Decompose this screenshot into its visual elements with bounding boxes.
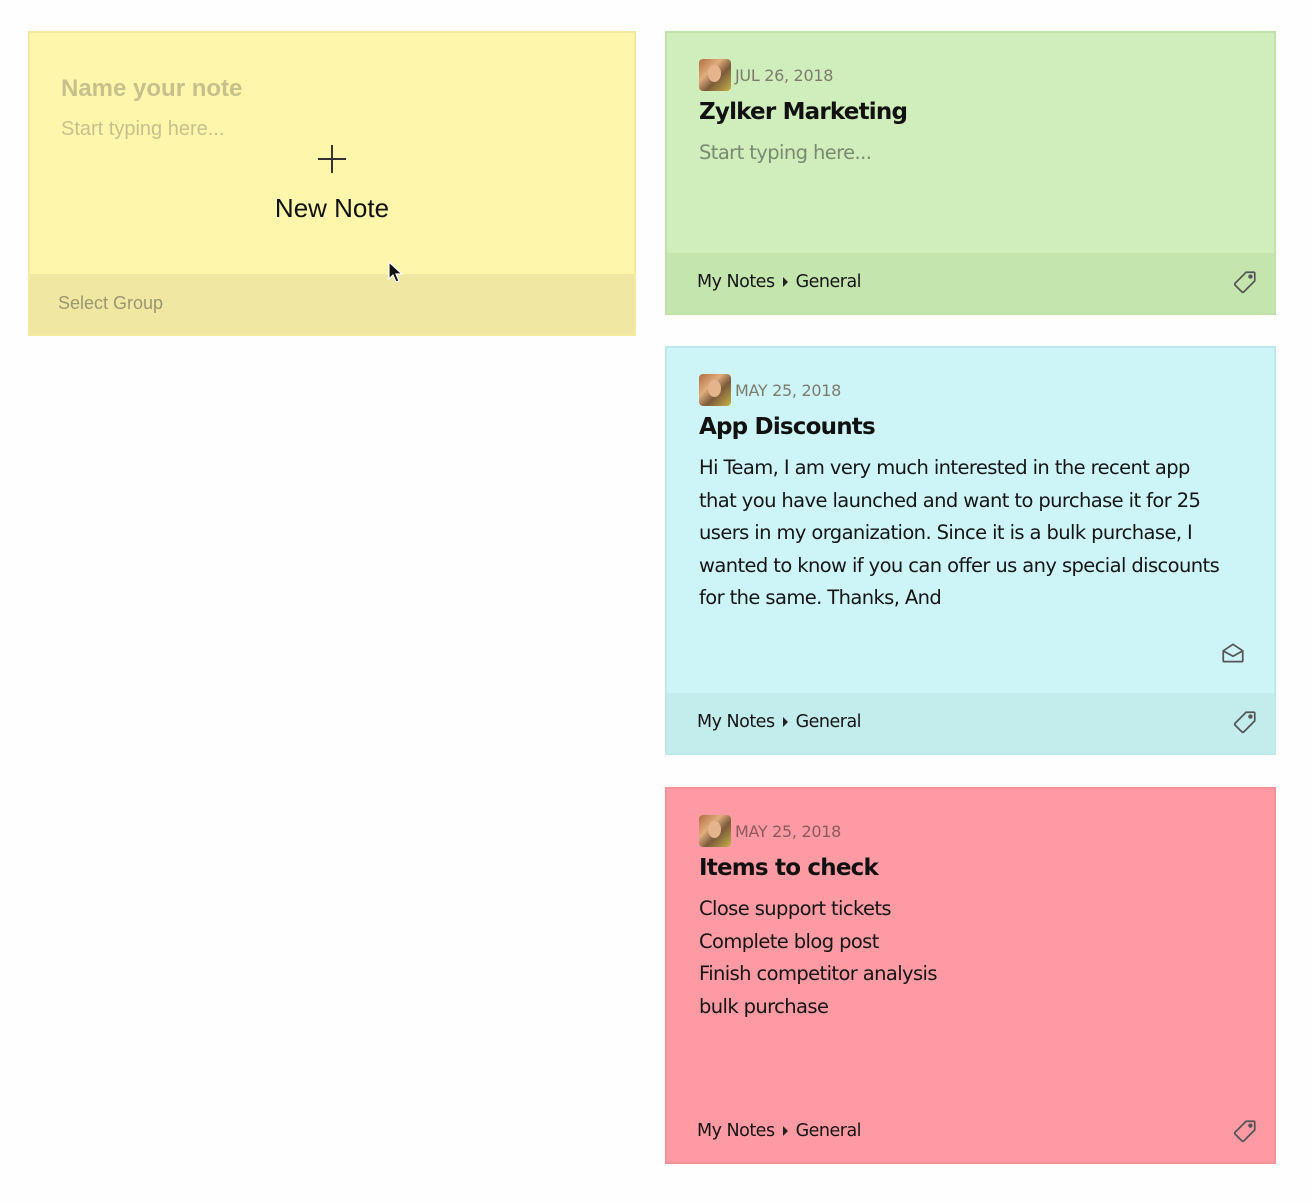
note-body[interactable]: Hi Team, I am very much interested in th… bbox=[699, 456, 1220, 609]
note-body-input[interactable]: Start typing here... bbox=[61, 118, 225, 140]
avatar bbox=[699, 815, 731, 847]
note-meta: JUL 26, 2018 bbox=[699, 59, 833, 91]
tag-icon[interactable] bbox=[1232, 1118, 1258, 1144]
avatar bbox=[699, 59, 731, 91]
breadcrumb-root: My Notes bbox=[697, 712, 775, 732]
note-line: Finish competitor analysis bbox=[699, 962, 938, 985]
avatar bbox=[699, 374, 731, 406]
mail-open-icon[interactable] bbox=[1220, 640, 1246, 666]
note-date: JUL 26, 2018 bbox=[735, 65, 834, 85]
caret-right-icon bbox=[782, 717, 788, 727]
breadcrumb[interactable]: My Notes General bbox=[697, 272, 862, 292]
note-name-input[interactable]: Name your note bbox=[61, 75, 243, 102]
new-note-button[interactable]: New Note bbox=[274, 193, 390, 223]
note-body[interactable]: Start typing here... bbox=[699, 141, 872, 164]
note-footer: My Notes General bbox=[667, 1102, 1274, 1162]
note-card-app-discounts[interactable]: MAY 25, 2018 App Discounts Hi Team, I am… bbox=[665, 346, 1276, 755]
note-title[interactable]: Items to check bbox=[699, 855, 879, 881]
breadcrumb-group: General bbox=[795, 712, 862, 732]
note-line: Complete blog post bbox=[699, 929, 879, 953]
note-footer: My Notes General bbox=[667, 253, 1274, 313]
note-title[interactable]: App Discounts bbox=[699, 414, 876, 440]
note-line: bulk purchase bbox=[699, 994, 829, 1018]
note-title[interactable]: Zylker Marketing bbox=[699, 99, 908, 125]
caret-right-icon bbox=[782, 1126, 788, 1136]
note-footer: My Notes General bbox=[667, 693, 1274, 753]
breadcrumb-group: General bbox=[795, 272, 862, 292]
new-note-card[interactable]: Name your note Start typing here... New … bbox=[28, 31, 636, 336]
note-card-zylker-marketing[interactable]: JUL 26, 2018 Zylker Marketing Start typi… bbox=[665, 31, 1276, 315]
breadcrumb-group: General bbox=[795, 1121, 862, 1141]
breadcrumb-root: My Notes bbox=[697, 272, 775, 292]
breadcrumb-root: My Notes bbox=[697, 1121, 775, 1141]
note-date: MAY 25, 2018 bbox=[735, 380, 842, 400]
new-note-footer: Select Group bbox=[30, 274, 634, 334]
breadcrumb[interactable]: My Notes General bbox=[697, 712, 862, 732]
note-card-items-to-check[interactable]: MAY 25, 2018 Items to check Close suppor… bbox=[665, 787, 1276, 1164]
tag-icon[interactable] bbox=[1232, 269, 1258, 295]
note-meta: MAY 25, 2018 bbox=[699, 374, 841, 406]
note-body[interactable]: Close support tickets Complete blog post… bbox=[699, 893, 1230, 1023]
plus-icon[interactable] bbox=[318, 145, 346, 173]
mouse-cursor-icon bbox=[388, 261, 404, 283]
breadcrumb[interactable]: My Notes General bbox=[697, 1121, 862, 1141]
note-meta: MAY 25, 2018 bbox=[699, 815, 841, 847]
tag-icon[interactable] bbox=[1232, 709, 1258, 735]
note-line: Close support tickets bbox=[699, 897, 892, 920]
select-group-dropdown[interactable]: Select Group bbox=[58, 293, 164, 313]
caret-right-icon bbox=[782, 277, 788, 287]
note-date: MAY 25, 2018 bbox=[735, 821, 842, 841]
